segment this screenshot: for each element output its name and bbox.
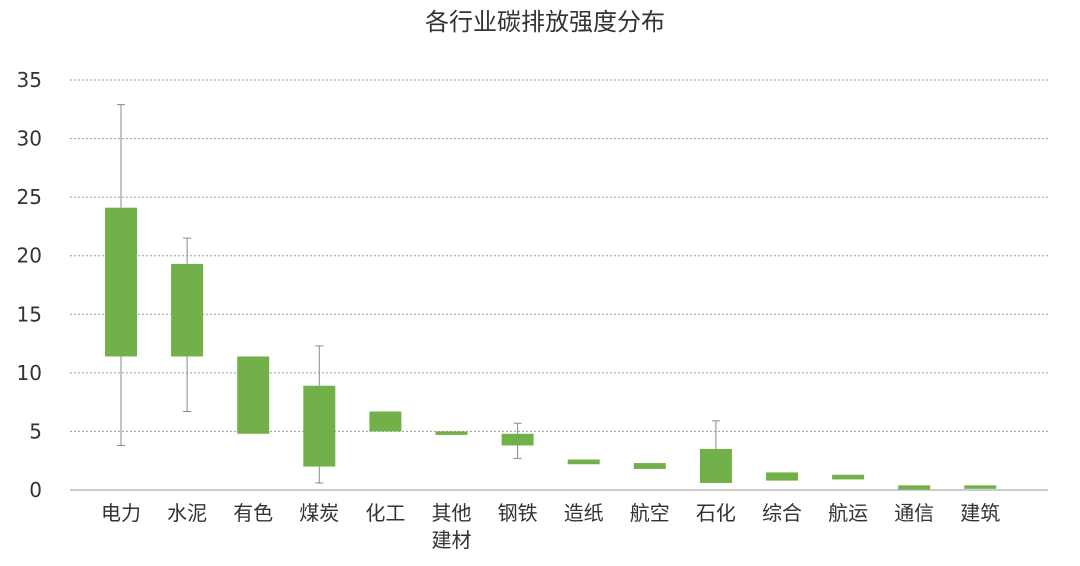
- grid-layer: [70, 79, 1048, 491]
- x-tick-label: 有色: [233, 501, 273, 525]
- box-有色: [237, 356, 270, 434]
- box-水泥: [171, 263, 204, 357]
- y-tick-label: 0: [29, 478, 42, 502]
- box-造纸: [567, 459, 600, 465]
- box-航运: [832, 474, 865, 480]
- whisker-layer: [117, 104, 720, 484]
- x-tick-label: 造纸: [564, 501, 604, 525]
- x-tick-label: 通信: [894, 501, 934, 525]
- x-tick-label: 其他: [432, 501, 472, 525]
- x-tick-label: 建筑: [960, 501, 1000, 525]
- x-tick-label: 航运: [828, 501, 868, 525]
- x-tick-label: 电力: [101, 501, 141, 525]
- box-layer: [105, 207, 997, 490]
- y-tick-label: 5: [29, 419, 42, 443]
- box-石化: [699, 449, 732, 483]
- x-tick-label: 航空: [630, 501, 670, 525]
- box-电力: [105, 207, 137, 357]
- box-航空: [633, 463, 666, 469]
- x-tick-label: 化工: [365, 501, 405, 525]
- y-tick-label: 15: [17, 302, 42, 326]
- box-建筑: [964, 485, 997, 489]
- box-化工: [369, 411, 402, 432]
- box-通信: [898, 485, 931, 490]
- box-综合: [766, 472, 798, 481]
- chart-title: 各行业碳排放强度分布: [425, 8, 665, 36]
- x-tick-label: 建材: [432, 528, 472, 552]
- y-tick-label: 10: [17, 361, 42, 385]
- y-tick-label: 30: [17, 127, 42, 151]
- y-tick-label: 35: [17, 68, 42, 92]
- x-tick-label: 钢铁: [498, 501, 538, 525]
- x-tick-label: 综合: [762, 501, 802, 525]
- box-钢铁: [501, 433, 534, 446]
- y-tick-label: 25: [17, 185, 42, 209]
- y-axis-ticks: 0 5 10 15 20 25 30 35: [17, 68, 42, 502]
- box-其他建材: [435, 431, 468, 435]
- x-tick-label: 石化: [696, 501, 736, 525]
- y-tick-label: 20: [17, 244, 42, 268]
- x-tick-label: 煤炭: [299, 501, 339, 525]
- box-煤炭: [303, 385, 336, 467]
- x-tick-label: 水泥: [167, 501, 207, 525]
